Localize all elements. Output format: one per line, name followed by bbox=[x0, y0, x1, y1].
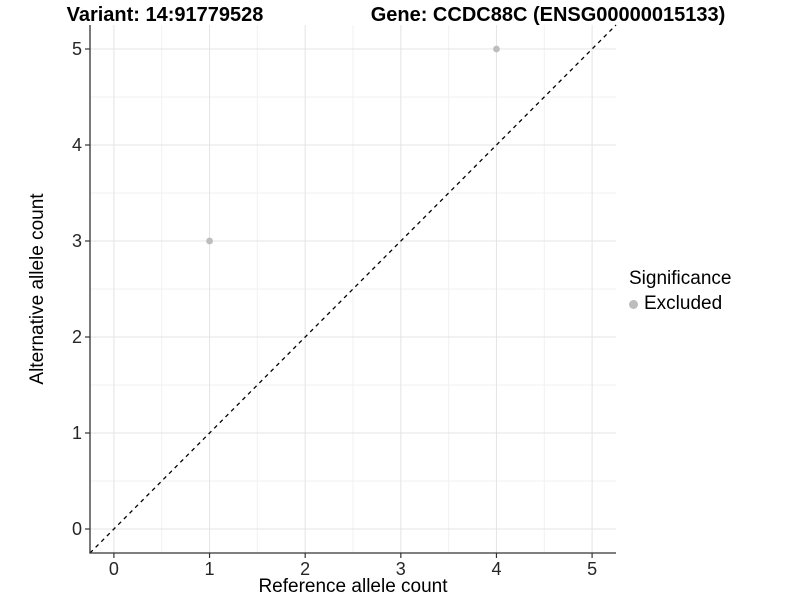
legend-entry: Excluded bbox=[629, 293, 731, 315]
legend-title: Significance bbox=[629, 268, 732, 289]
y-tick-label: 5 bbox=[72, 39, 82, 59]
y-tick-label: 4 bbox=[72, 135, 82, 155]
data-point bbox=[206, 237, 213, 245]
x-axis-title: Reference allele count bbox=[258, 576, 448, 597]
legend-entry-label: Excluded bbox=[644, 293, 723, 314]
x-tick-label: 4 bbox=[491, 559, 501, 579]
y-tick-label: 1 bbox=[72, 423, 82, 443]
y-tick-label: 3 bbox=[72, 231, 82, 251]
data-point bbox=[493, 45, 500, 53]
y-tick-label: 0 bbox=[72, 519, 82, 539]
y-axis-title: Alternative allele count bbox=[27, 193, 48, 385]
legend: Significance Excluded bbox=[629, 268, 731, 315]
variant-title: Variant: 14:91779528 bbox=[66, 4, 264, 26]
x-tick-label: 0 bbox=[109, 559, 119, 579]
x-tick-label: 2 bbox=[300, 559, 310, 579]
x-tick-label: 5 bbox=[587, 559, 597, 579]
x-tick-label: 3 bbox=[396, 559, 406, 579]
y-tick-label: 2 bbox=[72, 327, 82, 347]
legend-point-icon bbox=[629, 299, 638, 309]
x-tick-label: 1 bbox=[205, 559, 215, 579]
legend-entries: Excluded bbox=[629, 293, 731, 315]
gene-title: Gene: CCDC88C (ENSG00000015133) bbox=[370, 4, 726, 26]
